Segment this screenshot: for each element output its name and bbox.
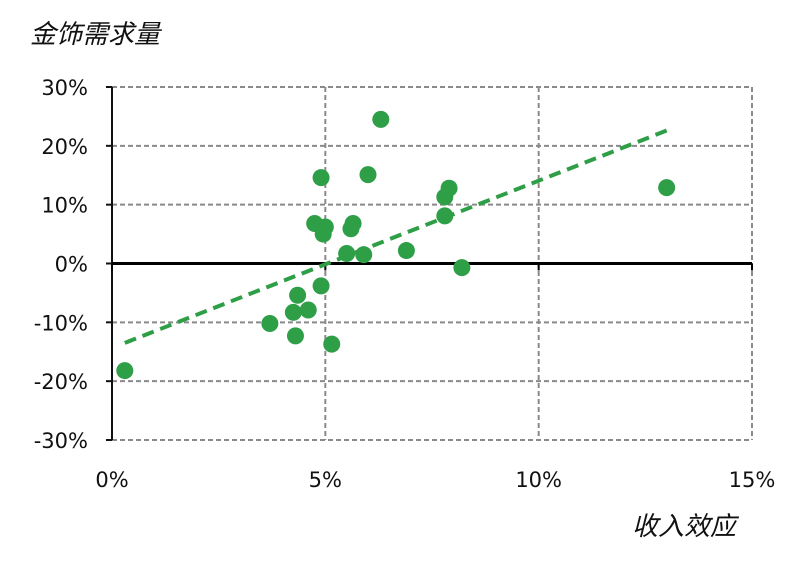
x-tick-label: 10% (515, 468, 562, 492)
y-tick-label: 30% (41, 76, 88, 100)
data-point (312, 169, 330, 187)
y-tick-label: 0% (55, 253, 88, 277)
axes (106, 86, 753, 441)
y-tick-label: -10% (34, 311, 88, 335)
x-axis-title: 收入效应 (632, 512, 737, 542)
y-tick-label: -20% (34, 370, 88, 394)
data-point (658, 179, 676, 197)
x-tick-label: 15% (729, 468, 776, 492)
data-point (289, 286, 307, 304)
data-point (344, 214, 362, 232)
y-tick-label: 20% (41, 135, 88, 159)
data-point (355, 246, 373, 264)
x-tick-label: 5% (309, 468, 342, 492)
data-point (316, 218, 334, 236)
data-point (397, 242, 415, 260)
trendline-line (124, 128, 668, 345)
x-tick-label: 0% (95, 468, 128, 492)
data-point (261, 315, 279, 333)
data-point (436, 207, 454, 225)
data-point (286, 327, 304, 345)
y-tick-label: -30% (34, 429, 88, 453)
y-axis-title: 金饰需求量 (30, 20, 161, 50)
data-point (284, 303, 302, 321)
data-point (116, 362, 134, 380)
data-point (323, 335, 341, 353)
data-point (453, 259, 471, 277)
data-point (338, 244, 356, 262)
data-points (116, 110, 676, 380)
data-point (359, 166, 377, 184)
tick-labels: 30% 20% 10% 0% -10% -20% -30% 0% 5% 10% 15% (34, 76, 776, 492)
trendline (124, 128, 668, 345)
data-point (372, 110, 390, 128)
data-point (312, 277, 330, 295)
data-point (299, 301, 317, 319)
y-tick-label: 10% (41, 194, 88, 218)
data-point (440, 179, 458, 197)
